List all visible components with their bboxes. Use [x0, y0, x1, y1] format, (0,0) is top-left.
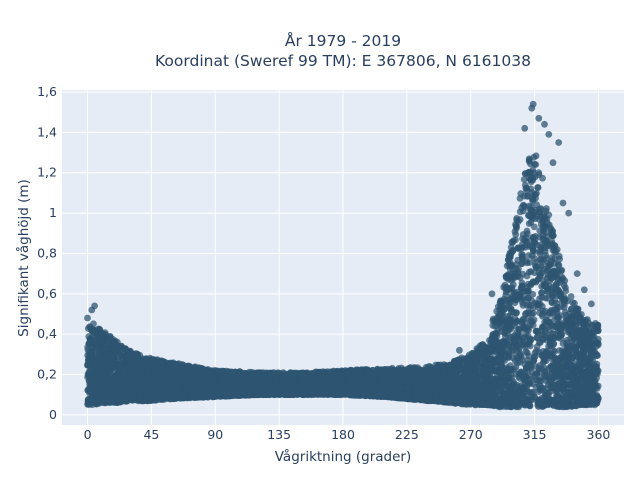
- data-point: [497, 324, 505, 331]
- data-point: [531, 255, 538, 262]
- data-points: [84, 100, 602, 411]
- data-point: [533, 201, 541, 209]
- data-point: [117, 351, 124, 358]
- data-point: [520, 176, 528, 183]
- data-point: [535, 171, 543, 179]
- data-point: [525, 252, 533, 259]
- data-point: [538, 262, 545, 270]
- data-point: [567, 293, 575, 300]
- data-point: [526, 309, 533, 317]
- data-point: [571, 300, 578, 307]
- data-point: [523, 187, 530, 195]
